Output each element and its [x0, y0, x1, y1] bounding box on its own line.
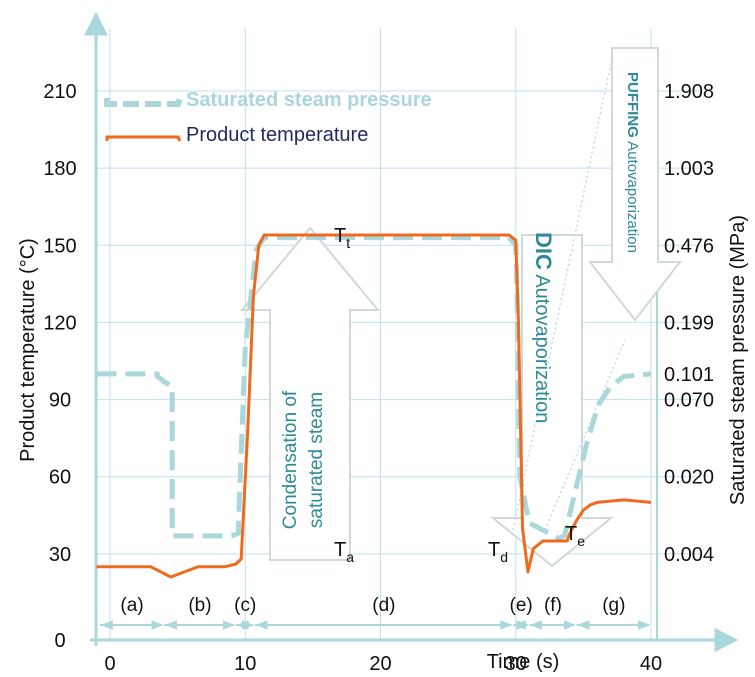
label-t-a-main: T — [334, 539, 346, 561]
puffing-connector-2 — [544, 339, 626, 531]
legend: Saturated steam pressure Product tempera… — [104, 89, 432, 146]
phase-label: (g) — [602, 595, 625, 616]
phase-label: (b) — [188, 595, 211, 616]
label-t-t: Tt — [334, 225, 350, 251]
y-tick-label: 90 — [49, 390, 71, 412]
puffing-text-bold: PUFFING — [624, 72, 641, 138]
condensation-arrow — [239, 226, 381, 561]
x-tick-label: 20 — [369, 653, 391, 675]
phase-label: (c) — [234, 595, 256, 616]
condensation-text-line2: saturated steam — [306, 392, 327, 528]
puffing-arrow — [587, 47, 683, 322]
legend-steam-swatch — [104, 97, 183, 107]
y-tick-label: 120 — [43, 312, 76, 334]
phase-label: (a) — [120, 595, 143, 616]
y2-tick-label: 0.004 — [664, 544, 714, 566]
label-t-e-main: T — [565, 523, 577, 545]
y2-axis-title: Saturated steam pressure (MPa) — [727, 215, 749, 505]
gridlines — [96, 28, 700, 640]
y-tick-label: 210 — [43, 81, 76, 103]
y2-tick-label: 0.199 — [664, 312, 714, 334]
x-tick-label: 0 — [104, 653, 115, 675]
x-axis-title: Time (s) — [487, 651, 560, 673]
puffing-connector — [511, 57, 613, 536]
legend-product-swatch — [105, 135, 182, 142]
label-t-d: Td — [488, 539, 508, 565]
y2-tick-label: 1.003 — [664, 158, 714, 180]
series-lines — [96, 233, 652, 579]
label-t-d-sub: d — [500, 549, 508, 565]
y2-tick-label: 0.070 — [664, 390, 714, 412]
y-tick-label: 150 — [43, 235, 76, 257]
y-tick-label: 0 — [54, 630, 65, 652]
label-t-t-sub: t — [346, 235, 350, 251]
label-t-a: Ta — [334, 539, 354, 565]
phase-markers: (a) (b) (c) (d) (e) (f) (g) — [100, 595, 651, 630]
product-temperature-line — [96, 233, 652, 579]
legend-product-label: Product temperature — [186, 124, 368, 146]
phase-label: (e) — [510, 595, 533, 616]
dic-text: DIC Autovaporization — [531, 232, 556, 423]
x-tick-label: 10 — [234, 653, 256, 675]
x-tick-label: 40 — [640, 653, 662, 675]
label-t-t-main: T — [334, 225, 346, 247]
y-tick-label: 60 — [49, 467, 71, 489]
y2-tick-label: 0.101 — [664, 364, 714, 386]
label-t-e-sub: e — [577, 533, 585, 549]
y2-tick-label: 0.020 — [664, 467, 714, 489]
x-tick-label: 30 — [505, 653, 527, 675]
tick-labels: 0 30 60 90 120 150 180 210 0 10 20 30 40 0.004 0.020 0.… — [43, 81, 714, 675]
y2-tick-label: 1.908 — [664, 81, 714, 103]
puffing-text-rest: Autovaporization — [624, 138, 641, 253]
y-tick-label: 30 — [49, 544, 71, 566]
legend-steam-label: Saturated steam pressure — [186, 89, 432, 111]
condensation-text-line1: Condensation of — [280, 390, 301, 529]
label-t-e: Te — [565, 523, 585, 549]
y-axis-title: Product temperature (°C) — [17, 238, 39, 462]
y-tick-label: 180 — [43, 158, 76, 180]
puffing-text: PUFFING Autovaporization — [624, 72, 641, 253]
label-t-d-main: T — [488, 539, 500, 561]
steam-pressure-line — [96, 235, 652, 541]
label-t-a-sub: a — [346, 549, 354, 565]
dic-text-rest: Autovaporization — [531, 270, 553, 423]
y2-tick-label: 0.476 — [664, 235, 714, 257]
phase-label: (d) — [372, 595, 395, 616]
phase-label: (f) — [544, 595, 562, 616]
dic-text-bold: DIC — [531, 232, 556, 270]
